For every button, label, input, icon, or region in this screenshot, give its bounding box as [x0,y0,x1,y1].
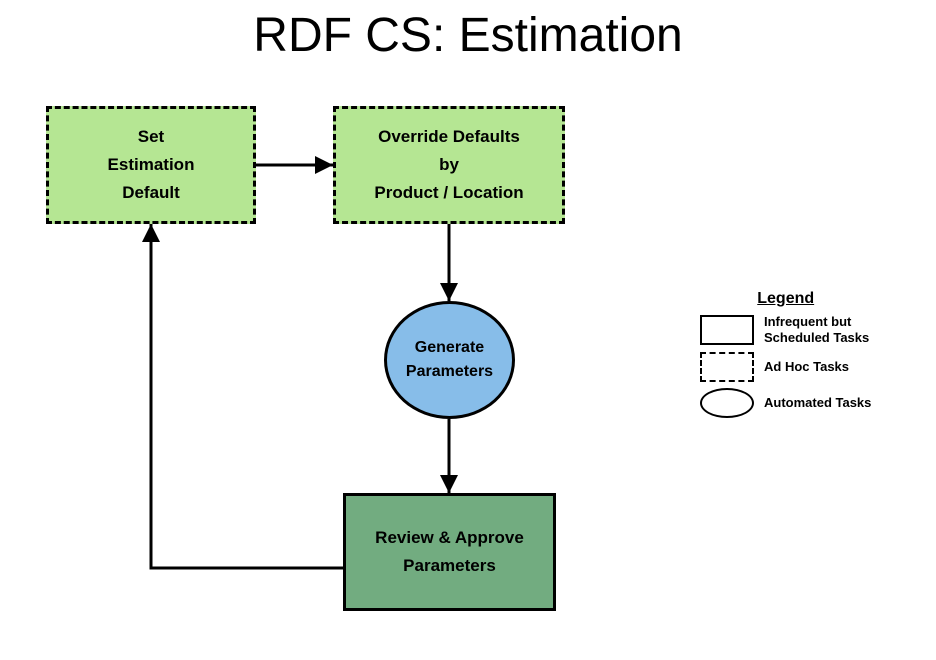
node-override-defaults: Override DefaultsbyProduct / Location [333,106,565,224]
node-text-line: by [374,151,523,179]
edge [151,224,343,568]
node-text-line: Parameters [375,552,524,580]
flowchart-canvas: RDF CS: Estimation SetEstimationDefault … [0,0,936,660]
legend-row: Ad Hoc Tasks [700,352,871,382]
legend-symbol [700,388,754,418]
diagram-title: RDF CS: Estimation [0,8,936,63]
legend-symbol [700,352,754,382]
node-text-line: Product / Location [374,179,523,207]
legend-row: Infrequent butScheduled Tasks [700,314,871,346]
node-review-approve-parameters: Review & ApproveParameters [343,493,556,611]
legend-symbol [700,315,754,345]
node-set-estimation-default: SetEstimationDefault [46,106,256,224]
node-text-line: Parameters [406,360,493,384]
legend-label: Ad Hoc Tasks [764,359,849,375]
node-text-line: Set [108,123,195,151]
node-text-line: Override Defaults [374,123,523,151]
node-text-line: Estimation [108,151,195,179]
node-text-line: Generate [406,336,493,360]
legend-label: Infrequent butScheduled Tasks [764,314,869,346]
node-text-line: Default [108,179,195,207]
node-text-line: Review & Approve [375,524,524,552]
node-generate-parameters: GenerateParameters [384,301,515,419]
legend: Legend Infrequent butScheduled Tasks Ad H… [700,290,871,418]
legend-label: Automated Tasks [764,395,871,411]
legend-title: Legend [700,290,871,308]
legend-row: Automated Tasks [700,388,871,418]
